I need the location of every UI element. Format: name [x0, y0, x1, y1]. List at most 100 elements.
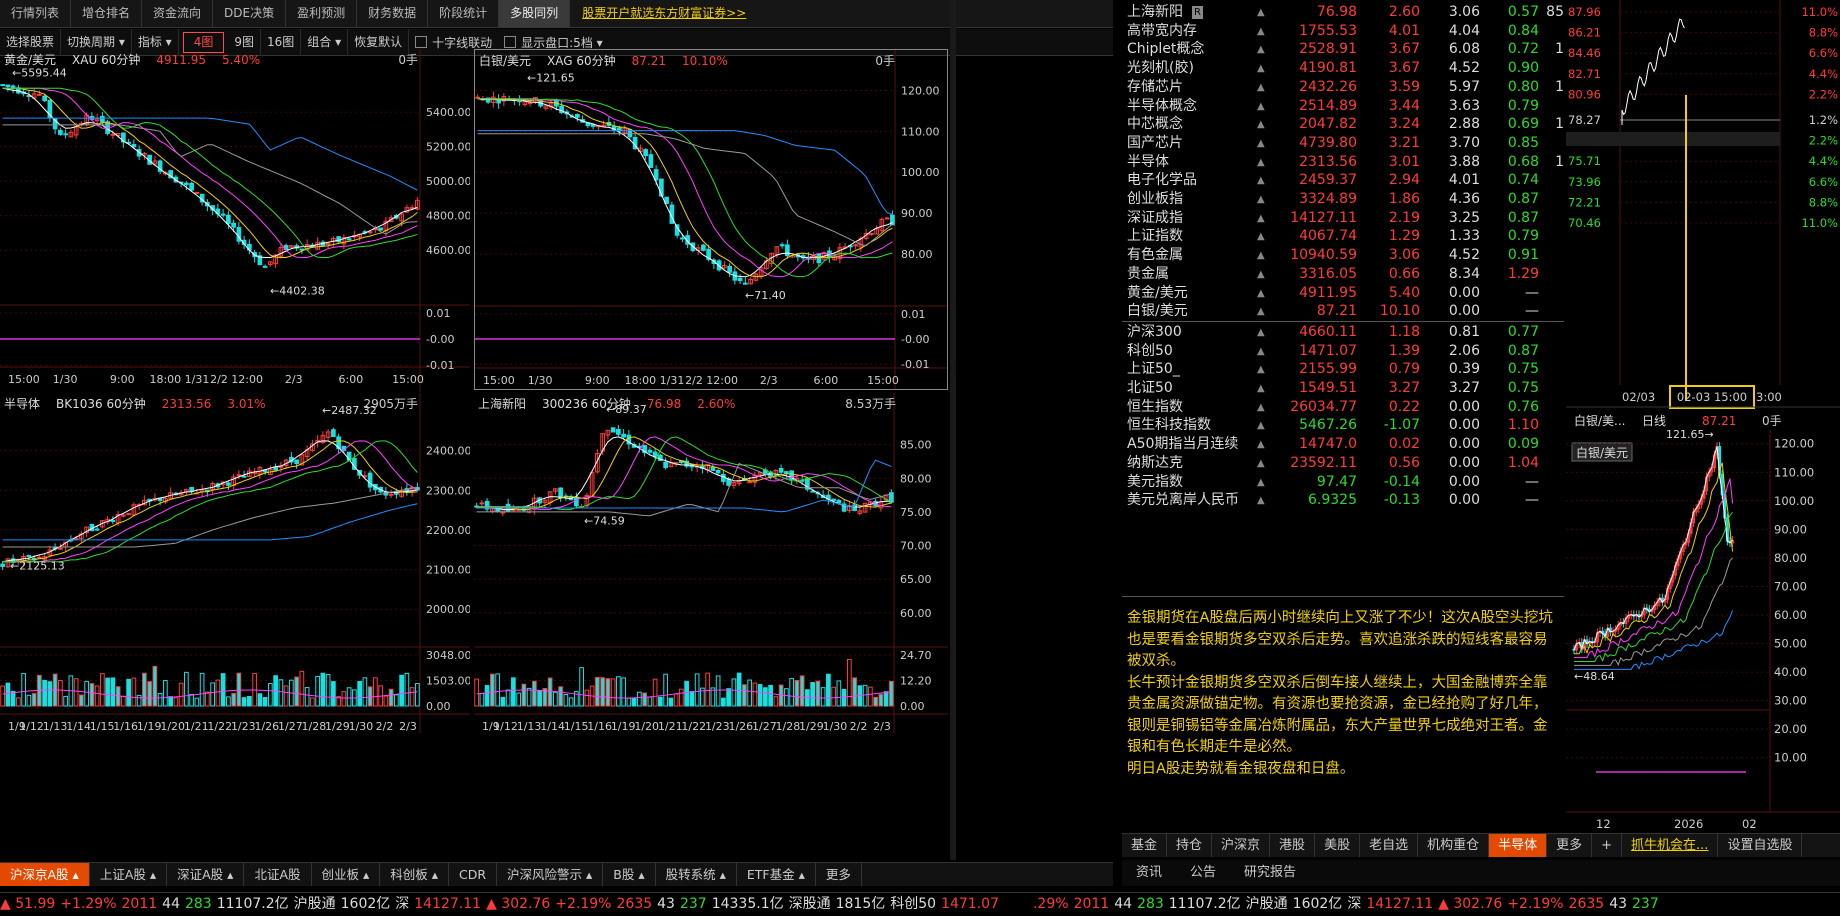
chart-panel-shanghai-xinyang[interactable]: 85.00 80.00 75.00 70.00 65.00 60.00 ←89.37 ←74.…	[474, 393, 948, 733]
bell-icon[interactable]: ▲	[1257, 439, 1265, 451]
bell-icon[interactable]: ▲	[1257, 287, 1265, 299]
group-tab-6[interactable]: 机构重仓	[1418, 834, 1490, 857]
chart-panel-silver[interactable]: 120.00 110.00 100.00 90.00 80.00 ←121.65 ←71.4…	[474, 49, 948, 390]
quote-row[interactable]: 美元指数 ▲ 97.47 -0.14 0.00 —	[1122, 473, 1564, 492]
market-tab-10[interactable]: ETF基金 ▴	[737, 863, 816, 886]
quote-row[interactable]: 半导体概念 ▲ 2514.89 3.44 3.63 0.79	[1122, 97, 1564, 116]
market-tab-2[interactable]: 深证A股 ▴	[167, 863, 245, 886]
market-tab-4[interactable]: 创业板 ▴	[312, 863, 381, 886]
grid-16-button[interactable]: 16图	[261, 28, 302, 56]
market-tab-5[interactable]: 科创板 ▴	[380, 863, 449, 886]
market-tab-8[interactable]: B股 ▴	[603, 863, 656, 886]
quote-row[interactable]: 半导体 ▲ 2313.56 3.01 3.88 0.68 1	[1122, 153, 1564, 172]
group-tab-7[interactable]: 半导体	[1489, 834, 1548, 857]
group-tab-1[interactable]: 持仓	[1167, 834, 1213, 857]
quote-row[interactable]: 有色金属 ▲ 10940.59 3.06 4.52 0.91	[1122, 246, 1564, 265]
bell-icon[interactable]: ▲	[1257, 420, 1265, 432]
grid-4-button[interactable]: 4图	[182, 31, 225, 53]
bell-icon[interactable]: ▲	[1257, 383, 1265, 394]
quote-row[interactable]: A50期指当月连续 ▲ 14747.0 0.02 0.00 0.09	[1122, 435, 1564, 454]
market-tab-1[interactable]: 上证A股 ▴	[90, 863, 168, 886]
show-tape-checkbox[interactable]: 显示盘口:5档 ▾	[498, 34, 609, 51]
bell-icon[interactable]: ▲	[1257, 401, 1265, 413]
crosshair-link-checkbox[interactable]: 十字线联动	[409, 34, 498, 51]
quote-row[interactable]: 存储芯片 ▲ 2432.26 3.59 5.97 0.80 1	[1122, 78, 1564, 97]
tab-6[interactable]: 阶段统计	[428, 0, 500, 28]
quote-row[interactable]: 黄金/美元 ▲ 4911.95 5.40 0.00 —	[1122, 284, 1564, 303]
bell-icon[interactable]: ▲	[1257, 306, 1265, 318]
bell-icon[interactable]: ▲	[1257, 194, 1265, 205]
group-tab-3[interactable]: 港股	[1270, 834, 1316, 857]
quote-row[interactable]: 科创50 ▲ 1471.07 1.39 2.06 0.87	[1122, 342, 1564, 361]
news-tab-2[interactable]: 研究报告	[1244, 865, 1297, 880]
grid-9-button[interactable]: 9图	[228, 28, 261, 56]
bell-icon[interactable]: ▲	[1257, 326, 1265, 338]
quote-row[interactable]: Chiplet概念 ▲ 2528.91 3.67 6.08 0.72 1	[1122, 40, 1564, 59]
quote-row[interactable]: 深证成指 ▲ 14127.11 2.19 3.25 0.87	[1122, 209, 1564, 228]
bell-icon[interactable]: ▲	[1257, 231, 1265, 243]
market-tab-0[interactable]: 沪深京A股 ▴	[0, 863, 90, 886]
restore-default-button[interactable]: 恢复默认	[348, 28, 410, 56]
group-tab-2[interactable]: 沪深京	[1212, 834, 1271, 857]
quote-row[interactable]: 恒生指数 ▲ 26034.77 0.22 0.00 0.76	[1122, 398, 1564, 417]
bell-icon[interactable]: ▲	[1257, 44, 1265, 56]
quote-row[interactable]: 贵金属 ▲ 3316.05 0.66 8.34 1.29	[1122, 265, 1564, 284]
quote-row[interactable]: 北证50 ▲ 1549.51 3.27 3.27 0.75	[1122, 379, 1564, 398]
quote-row[interactable]: 美元兑离岸人民币 ▲ 6.9325 -0.13 0.00 —	[1122, 491, 1564, 510]
bell-icon[interactable]: ▲	[1257, 268, 1265, 280]
bell-icon[interactable]: ▲	[1257, 457, 1265, 469]
bell-icon[interactable]: ▲	[1257, 81, 1265, 93]
switch-period-button[interactable]: 切换周期 ▾	[61, 28, 132, 56]
indicator-button[interactable]: 指标 ▾	[132, 28, 179, 56]
bell-icon[interactable]: ▲	[1257, 345, 1265, 357]
bell-icon[interactable]: ▲	[1257, 100, 1265, 112]
quote-row[interactable]: 沪深300 ▲ 4660.11 1.18 0.81 0.77	[1122, 323, 1564, 342]
quote-row[interactable]: 纳斯达克 ▲ 23592.11 0.56 0.00 1.04	[1122, 454, 1564, 473]
bell-icon[interactable]: ▲	[1257, 25, 1265, 37]
quote-row[interactable]: 上海新阳 R ▲ 76.98 2.60 3.06 0.57 85	[1122, 3, 1564, 22]
bell-icon[interactable]: ▲	[1257, 212, 1265, 224]
group-tab-8[interactable]: 更多	[1547, 834, 1593, 857]
quote-row[interactable]: 国产芯片 ▲ 4739.80 3.21 3.70 0.85	[1122, 134, 1564, 153]
quote-row[interactable]: 创业板指 ▲ 3324.89 1.86 4.36 0.87	[1122, 190, 1564, 209]
tab-2[interactable]: 资金流向	[142, 0, 214, 28]
tab-1[interactable]: 增仓排名	[71, 0, 143, 28]
tab-4[interactable]: 盈利预测	[286, 0, 358, 28]
news-tab-0[interactable]: 资讯	[1136, 865, 1163, 880]
group-tab-0[interactable]: 基金	[1122, 834, 1168, 857]
tab-3[interactable]: DDE决策	[213, 0, 287, 28]
group-tab-10[interactable]: 抓牛机会在...	[1622, 834, 1719, 857]
tab-0[interactable]: 行情列表	[0, 0, 72, 28]
bell-icon[interactable]: ▲	[1257, 7, 1265, 18]
quote-row[interactable]: 光刻机(胶) ▲ 4190.81 3.67 4.52 0.90	[1122, 59, 1564, 78]
quote-row[interactable]: 上证指数 ▲ 4067.74 1.29 1.33 0.79	[1122, 227, 1564, 246]
market-tab-6[interactable]: CDR	[449, 863, 498, 886]
bell-icon[interactable]: ▲	[1257, 137, 1265, 149]
quote-row[interactable]: 高带宽内存 ▲ 1755.53 4.01 4.04 0.84	[1122, 22, 1564, 41]
tab-7[interactable]: 多股同列	[499, 0, 571, 28]
market-tab-3[interactable]: 北证A股	[244, 863, 312, 886]
market-tab-11[interactable]: 更多	[816, 863, 862, 886]
quote-row[interactable]: 电子化学品 ▲ 2459.37 2.94 4.01 0.74	[1122, 171, 1564, 190]
group-tab-4[interactable]: 美股	[1315, 834, 1361, 857]
quote-list[interactable]: 上海新阳 R ▲ 76.98 2.60 3.06 0.57 85 高带宽内存 ▲ 1755.53 4.…	[1122, 0, 1564, 597]
chart-panel-gold[interactable]: 5400.00 5200.00 5000.00 4800.00 4600.00 ←5595…	[0, 49, 470, 392]
tab-5[interactable]: 财务数据	[357, 0, 429, 28]
chart-panel-semiconductor[interactable]: 2400.00 2300.00 2200.00 2100.00 2000.00 ←2487…	[0, 393, 470, 733]
news-tab-1[interactable]: 公告	[1190, 865, 1217, 880]
group-tab-5[interactable]: 老自选	[1360, 834, 1419, 857]
quote-row[interactable]: 白银/美元 ▲ 87.21 10.10 0.00 —	[1122, 302, 1564, 321]
group-tab-9[interactable]: +	[1592, 834, 1623, 857]
bell-icon[interactable]: ▲	[1257, 119, 1265, 131]
bell-icon[interactable]: ▲	[1257, 250, 1265, 262]
bell-icon[interactable]: ▲	[1257, 175, 1265, 187]
bell-icon[interactable]: ▲	[1257, 63, 1265, 75]
market-tab-7[interactable]: 沪深风险警示 ▴	[497, 863, 604, 886]
market-tab-9[interactable]: 股转系统 ▴	[656, 863, 737, 886]
quote-row[interactable]: 上证50_ ▲ 2155.99 0.79 0.39 0.75	[1122, 360, 1564, 379]
bell-icon[interactable]: ▲	[1257, 495, 1265, 507]
select-stock-button[interactable]: 选择股票	[0, 28, 62, 56]
combo-button[interactable]: 组合 ▾	[301, 28, 349, 56]
bell-icon[interactable]: ▲	[1257, 364, 1265, 376]
quote-row[interactable]: 中芯概念 ▲ 2047.82 3.24 2.88 0.69 1	[1122, 115, 1564, 134]
